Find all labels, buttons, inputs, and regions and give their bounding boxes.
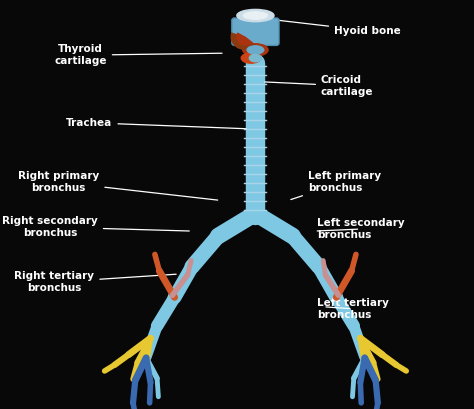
- Text: Cricoid
cartilage: Cricoid cartilage: [265, 75, 374, 97]
- Text: Left tertiary
bronchus: Left tertiary bronchus: [317, 298, 389, 319]
- Ellipse shape: [243, 44, 268, 56]
- Ellipse shape: [237, 9, 274, 22]
- Wedge shape: [236, 32, 253, 46]
- Text: Trachea: Trachea: [66, 118, 246, 129]
- Text: Right primary
bronchus: Right primary bronchus: [18, 171, 218, 200]
- Text: Right secondary
bronchus: Right secondary bronchus: [2, 216, 189, 238]
- Text: Left secondary
bronchus: Left secondary bronchus: [317, 218, 404, 240]
- Ellipse shape: [244, 12, 267, 19]
- FancyBboxPatch shape: [232, 18, 279, 45]
- Wedge shape: [230, 32, 255, 50]
- Text: Right tertiary
bronchus: Right tertiary bronchus: [14, 272, 176, 293]
- Text: Left primary
bronchus: Left primary bronchus: [291, 171, 381, 200]
- Text: Hyoid bone: Hyoid bone: [265, 19, 401, 36]
- Text: Thyroid
cartilage: Thyroid cartilage: [55, 45, 222, 66]
- Ellipse shape: [247, 46, 264, 54]
- Ellipse shape: [249, 54, 262, 62]
- Ellipse shape: [241, 53, 261, 63]
